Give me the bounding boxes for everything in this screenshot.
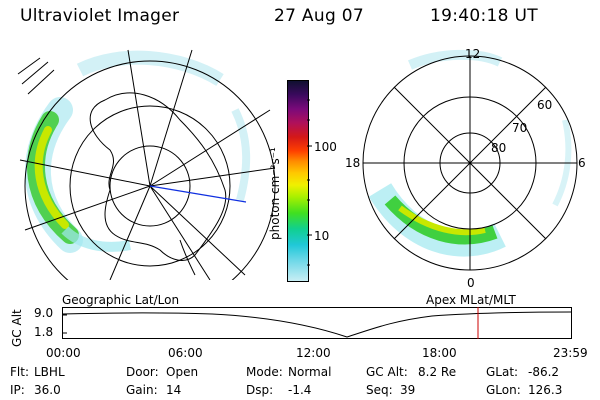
colorbar-ticks	[307, 99, 312, 266]
magnetic-polar-plot	[362, 49, 578, 271]
dsp-value: -1.4	[288, 383, 312, 397]
mlt-label-18: 18	[345, 156, 361, 170]
glat-label: GLat:	[486, 365, 519, 379]
aurora-oval-mag	[368, 49, 572, 257]
mlt-label-12: 12	[465, 47, 481, 61]
gain-label: Gain:	[126, 383, 158, 397]
flt-value: LBHL	[34, 365, 65, 379]
alt-tick-1-8: 1.8	[34, 325, 54, 339]
alt-xtick-3: 18:00	[422, 346, 457, 360]
alt-xtick-2: 12:00	[296, 346, 331, 360]
ip-value: 36.0	[34, 383, 61, 397]
lat-label-70: 70	[512, 121, 528, 135]
glon-value: 126.3	[528, 383, 563, 397]
lat-label-80: 80	[491, 141, 507, 155]
lat-label-60: 60	[537, 98, 553, 112]
glon-label: GLon:	[486, 383, 521, 397]
alt-xtick-1: 06:00	[168, 346, 203, 360]
continent-outline	[89, 92, 227, 261]
mode-value: Normal	[288, 365, 332, 379]
glat-value: -86.2	[528, 365, 560, 379]
ip-label: IP:	[10, 383, 25, 397]
mlt-label-6: 6	[578, 156, 586, 170]
altitude-curve	[61, 311, 573, 338]
seq-label: Seq:	[366, 383, 393, 397]
alt-xtick-0: 00:00	[46, 346, 81, 360]
time-label: 19:40:18 UT	[430, 6, 538, 26]
flt-label: Flt:	[10, 365, 29, 379]
seq-value: 39	[400, 383, 416, 397]
dsp-label: Dsp:	[246, 383, 274, 397]
door-value: Open	[166, 365, 199, 379]
altitude-plot	[61, 307, 573, 339]
gcalt-label: GC Alt:	[366, 365, 408, 379]
mlt-label-0: 0	[467, 276, 475, 290]
right-panel-caption: Apex MLat/MLT	[426, 293, 516, 307]
left-panel-caption: Geographic Lat/Lon	[62, 293, 180, 307]
colorbar-tick-10: 10	[314, 229, 330, 243]
alt-tick-9: 9.0	[34, 306, 54, 320]
alt-xtick-4: 23:59	[553, 346, 588, 360]
colorbar-tick-100: 100	[314, 140, 337, 154]
instrument-title: Ultraviolet Imager	[20, 6, 180, 26]
aurora-oval	[24, 50, 251, 253]
colorbar-unit-label: photon cm⁻²s⁻¹	[268, 147, 282, 240]
alt-plot-ylabel: GC Alt	[10, 309, 24, 347]
colorbar	[287, 80, 309, 282]
gcalt-value: 8.2 Re	[418, 365, 457, 379]
geographic-map	[17, 49, 276, 280]
gain-value: 14	[166, 383, 182, 397]
door-label: Door:	[126, 365, 159, 379]
mode-label: Mode:	[246, 365, 283, 379]
date-label: 27 Aug 07	[274, 6, 364, 26]
